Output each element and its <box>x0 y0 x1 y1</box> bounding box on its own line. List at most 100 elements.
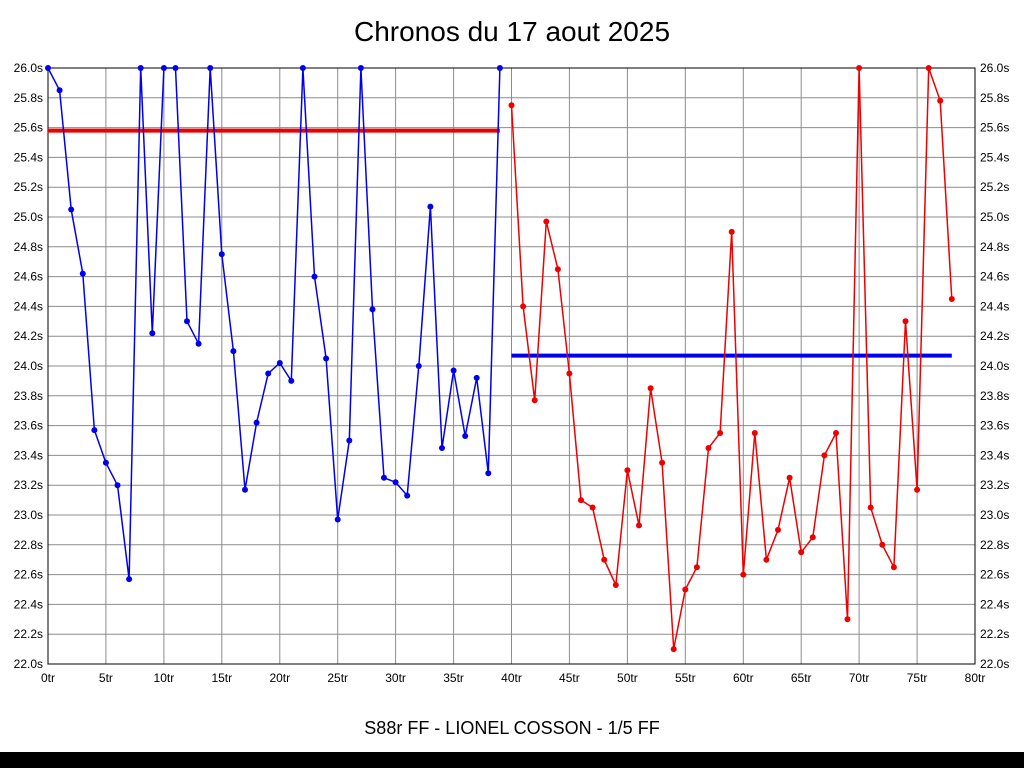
svg-text:25.4s: 25.4s <box>14 150 43 164</box>
run-2-red-point <box>856 65 863 71</box>
svg-text:24.0s: 24.0s <box>14 359 43 373</box>
run-1-blue-point <box>392 479 399 486</box>
chart-title: Chronos du 17 aout 2025 <box>353 16 671 47</box>
run-2-red-point <box>520 303 527 310</box>
run-2-red-point <box>833 430 839 436</box>
svg-text:70tr: 70tr <box>849 671 870 685</box>
svg-text:65tr: 65tr <box>791 671 812 685</box>
svg-text:24.8s: 24.8s <box>980 240 1009 254</box>
run-1-blue-point <box>334 516 341 523</box>
svg-text:23.0s: 23.0s <box>14 508 43 522</box>
svg-text:25.0s: 25.0s <box>14 210 43 224</box>
run-1-blue-point <box>450 367 457 374</box>
run-1-blue-point <box>381 474 387 481</box>
svg-text:22.6s: 22.6s <box>980 568 1009 582</box>
run-2-red-point <box>612 582 619 588</box>
run-2-red <box>508 65 955 653</box>
run-2-red-point <box>902 318 909 325</box>
svg-text:55tr: 55tr <box>675 671 696 685</box>
run-1-blue-point <box>439 445 445 451</box>
run-2-red-point <box>809 534 816 541</box>
run-1-blue-point <box>311 273 318 280</box>
run-1-blue-point <box>242 486 248 493</box>
svg-text:24.0s: 24.0s <box>980 359 1009 373</box>
run-2-red-point <box>775 526 781 533</box>
run-2-red-point <box>740 571 747 578</box>
svg-text:25.4s: 25.4s <box>980 150 1009 164</box>
svg-text:22.4s: 22.4s <box>980 597 1009 611</box>
run-1-blue-point <box>56 87 63 94</box>
run-2-red-point <box>693 564 700 571</box>
run-1-blue-point <box>184 318 190 325</box>
run-2-red-point <box>670 646 677 653</box>
svg-text:30tr: 30tr <box>385 671 406 685</box>
svg-text:22.0s: 22.0s <box>980 657 1009 671</box>
run-1-blue-point <box>160 65 167 71</box>
run-2-red-point <box>589 504 596 511</box>
run-1-blue-point <box>149 330 156 337</box>
run-1-blue-point <box>207 65 214 71</box>
svg-text:25.0s: 25.0s <box>980 210 1009 224</box>
svg-text:23.4s: 23.4s <box>14 448 43 462</box>
run-2-red-point <box>624 467 631 474</box>
run-1-blue-point <box>473 374 480 381</box>
svg-text:25tr: 25tr <box>327 671 348 685</box>
svg-text:25.2s: 25.2s <box>14 180 43 194</box>
run-2-red-line <box>510 67 953 650</box>
svg-text:20tr: 20tr <box>269 671 290 685</box>
run-1-blue-point <box>195 340 202 347</box>
svg-text:60tr: 60tr <box>733 671 754 685</box>
run-1-blue-point <box>218 251 225 258</box>
run-2-red-point <box>786 474 793 481</box>
run-2-red-point <box>798 549 805 556</box>
svg-text:23.8s: 23.8s <box>980 389 1009 403</box>
svg-text:24.4s: 24.4s <box>980 299 1009 313</box>
run-1-blue-point <box>427 203 434 210</box>
svg-text:22.8s: 22.8s <box>980 538 1009 552</box>
run-1-blue-point <box>346 437 353 444</box>
run-1-blue-point <box>276 360 283 366</box>
svg-text:23.6s: 23.6s <box>14 419 43 433</box>
run-2-red-point <box>925 65 932 71</box>
run-2-red-point <box>508 102 515 109</box>
run-2-red-point <box>879 541 886 548</box>
svg-text:10tr: 10tr <box>154 671 175 685</box>
svg-text:25.6s: 25.6s <box>14 121 43 135</box>
run-2-red-point <box>636 522 642 529</box>
run-2-red-point <box>659 459 666 466</box>
run-1-blue-point <box>253 419 260 426</box>
run-1-blue-point <box>79 270 86 277</box>
run-2-red-point <box>531 397 538 404</box>
svg-text:25.2s: 25.2s <box>980 180 1009 194</box>
svg-text:24.2s: 24.2s <box>980 329 1009 343</box>
run-1-blue-point <box>126 576 133 583</box>
svg-text:26.0s: 26.0s <box>980 61 1009 75</box>
run-2-red-point <box>914 486 921 493</box>
svg-text:25.8s: 25.8s <box>14 91 43 105</box>
run-1-blue-point <box>404 492 411 499</box>
svg-text:23.2s: 23.2s <box>14 478 43 492</box>
run-2-red-point <box>728 228 735 235</box>
svg-text:24.6s: 24.6s <box>980 270 1009 284</box>
run-1-blue <box>45 65 503 583</box>
run-1-blue-point <box>137 65 144 71</box>
svg-text:22.0s: 22.0s <box>14 657 43 671</box>
svg-text:35tr: 35tr <box>443 671 464 685</box>
run-2-red-point <box>543 218 550 225</box>
x-axis-labels: 0tr 5tr 10tr 15tr 20tr 25tr 30tr 35tr 40tr 45tr 50… <box>41 671 985 685</box>
run-2-red-point <box>554 266 561 273</box>
run-1-blue-point <box>299 65 306 71</box>
run-1-blue-point <box>323 355 330 362</box>
svg-text:24.4s: 24.4s <box>14 299 43 313</box>
svg-text:23.2s: 23.2s <box>980 478 1009 492</box>
run-1-blue-point <box>68 206 75 213</box>
run-1-blue-point <box>45 65 51 71</box>
run-2-red-point <box>601 556 608 563</box>
svg-text:80tr: 80tr <box>965 671 986 685</box>
run-1-blue-point <box>415 363 422 369</box>
run-1-blue-point <box>462 433 469 439</box>
horizontal-gridlines <box>48 67 975 665</box>
svg-text:22.2s: 22.2s <box>14 627 43 641</box>
bottom-window-edge <box>0 752 1024 768</box>
